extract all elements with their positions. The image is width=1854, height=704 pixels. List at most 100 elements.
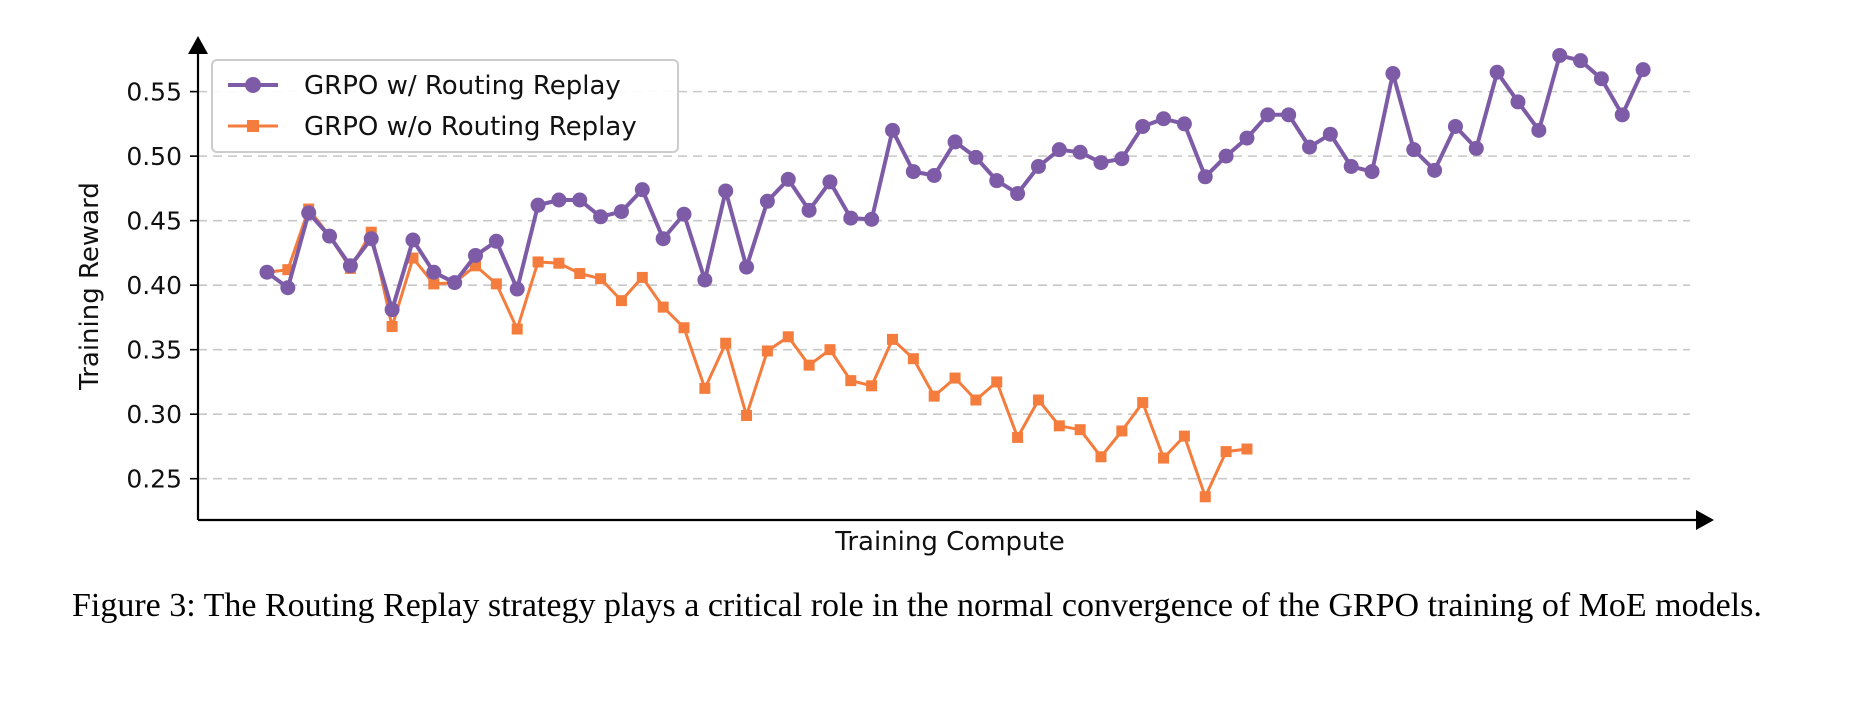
data-point [509,281,525,297]
data-point [574,268,586,280]
data-point [301,205,317,221]
data-point [887,333,898,345]
data-point [801,202,817,218]
data-point [1095,451,1107,463]
x-axis-arrow [1696,510,1714,530]
y-tick-label: 0.30 [126,400,182,429]
data-point [1114,151,1130,167]
data-point [1074,424,1086,436]
series [259,47,1651,503]
data-point [636,271,648,283]
data-point [803,359,815,371]
data-point [989,173,1005,189]
data-point [342,258,358,274]
data-point [1510,94,1526,110]
data-point [1093,155,1109,171]
data-point [741,409,753,421]
data-point [1053,420,1065,432]
data-point [1635,62,1651,78]
data-point [1051,142,1067,158]
data-point [907,353,919,365]
data-point [613,204,629,220]
y-tick-labels: 0.25 0.30 0.35 0.40 0.45 0.50 0.55 [126,78,198,494]
data-point [1531,122,1547,138]
data-point [1158,452,1170,464]
data-point [532,256,544,268]
data-point [1156,111,1172,127]
y-tick-label: 0.25 [126,465,182,494]
legend-label-without-replay: GRPO w/o Routing Replay [304,112,637,142]
data-point [1032,394,1044,406]
data-point [970,394,982,406]
data-point [864,211,880,227]
data-point [1135,118,1151,134]
data-point [1427,162,1443,178]
y-axis-label: Training Reward [75,182,105,391]
data-point [1241,443,1253,455]
data-point [428,278,440,290]
data-point [1593,71,1609,87]
data-point [782,331,794,343]
y-tick-label: 0.35 [126,336,182,365]
data-point [615,295,627,307]
series-0 [259,47,1651,318]
data-point [363,231,379,247]
data-point [991,376,1003,388]
data-point [822,174,838,190]
data-point [384,302,400,318]
data-point [386,320,398,332]
data-point [468,247,483,263]
data-point [1197,169,1213,185]
data-point [490,278,502,290]
data-point [885,122,900,138]
data-point [1260,107,1276,123]
data-point [470,260,481,272]
data-point [1178,430,1190,442]
data-point [968,149,984,165]
data-point [511,323,523,335]
data-point [845,375,857,387]
data-point [1239,130,1255,146]
data-point [593,209,609,225]
data-point [1218,148,1234,164]
data-point [761,345,773,357]
data-point [739,259,755,275]
data-point [926,167,942,183]
data-point [676,206,692,222]
data-point [759,193,775,209]
y-axis-arrow [188,36,208,54]
data-point [447,275,463,291]
data-point [405,232,421,248]
data-point [1322,126,1338,142]
data-point [905,164,921,180]
data-point [553,257,565,269]
data-point [718,183,734,199]
legend-frame [211,59,679,153]
data-point [720,337,732,349]
data-point [866,380,878,392]
data-point [678,322,690,334]
data-point [697,272,713,288]
data-point [259,264,275,280]
data-point [1116,425,1128,437]
data-point [595,273,607,285]
data-point [1385,66,1401,82]
data-point [928,390,940,402]
legend-marker-without-replay [247,120,259,132]
data-point [1199,491,1211,503]
data-point [530,197,546,213]
data-point [426,264,442,280]
data-point [1489,64,1505,80]
figure-caption: Figure 3: The Routing Replay strategy pl… [72,587,1762,624]
data-point [407,252,419,264]
line-chart: 0.25 0.30 0.35 0.40 0.45 0.50 0.55 Training Co… [75,36,1714,557]
data-point [1220,446,1232,458]
data-point [824,344,836,356]
data-point [1552,47,1568,63]
data-point [1406,142,1422,158]
data-point [1447,118,1463,134]
data-point [634,182,650,198]
data-point [655,231,671,247]
data-point [1012,431,1024,443]
